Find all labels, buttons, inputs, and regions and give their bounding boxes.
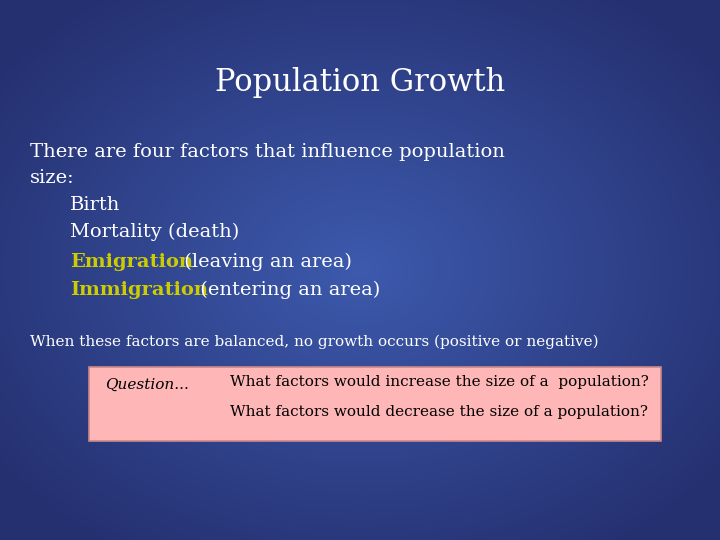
Text: When these factors are balanced, no growth occurs (positive or negative): When these factors are balanced, no grow…	[30, 335, 598, 349]
Text: (leaving an area): (leaving an area)	[178, 253, 352, 271]
Text: Birth: Birth	[70, 196, 120, 214]
Text: Population Growth: Population Growth	[215, 66, 505, 98]
Text: (entering an area): (entering an area)	[194, 281, 380, 299]
Text: Mortality (death): Mortality (death)	[70, 223, 239, 241]
Text: What factors would decrease the size of a population?: What factors would decrease the size of …	[230, 405, 648, 419]
FancyBboxPatch shape	[89, 367, 661, 441]
Text: Question...: Question...	[105, 378, 189, 392]
Text: Emigration: Emigration	[70, 253, 193, 271]
Text: What factors would increase the size of a  population?: What factors would increase the size of …	[230, 375, 649, 389]
Text: Immigration: Immigration	[70, 281, 208, 299]
Text: size:: size:	[30, 169, 75, 187]
Text: There are four factors that influence population: There are four factors that influence po…	[30, 143, 505, 161]
